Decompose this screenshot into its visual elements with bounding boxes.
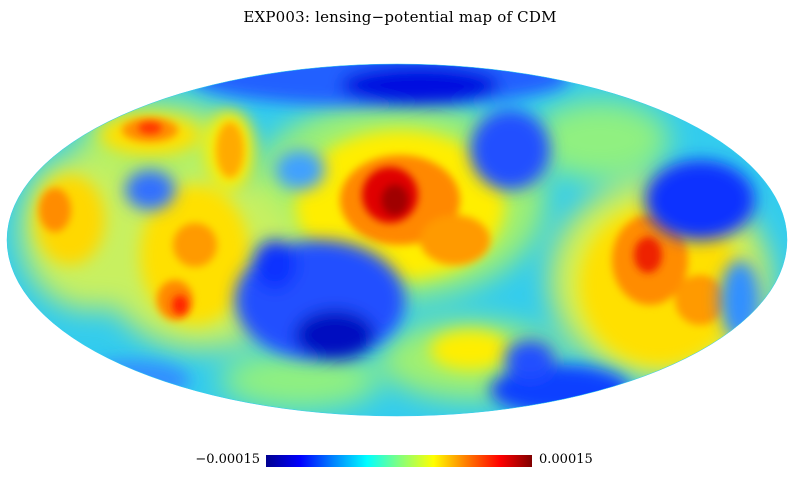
map-outline xyxy=(6,63,788,417)
colorbar-min-label: −0.00015 xyxy=(195,452,260,467)
map-title: EXP003: lensing−potential map of CDM xyxy=(243,8,557,26)
map-field xyxy=(7,64,787,416)
colorbar xyxy=(266,455,532,467)
red-regions xyxy=(138,122,662,315)
colorbar-max-label: 0.00015 xyxy=(539,452,593,467)
